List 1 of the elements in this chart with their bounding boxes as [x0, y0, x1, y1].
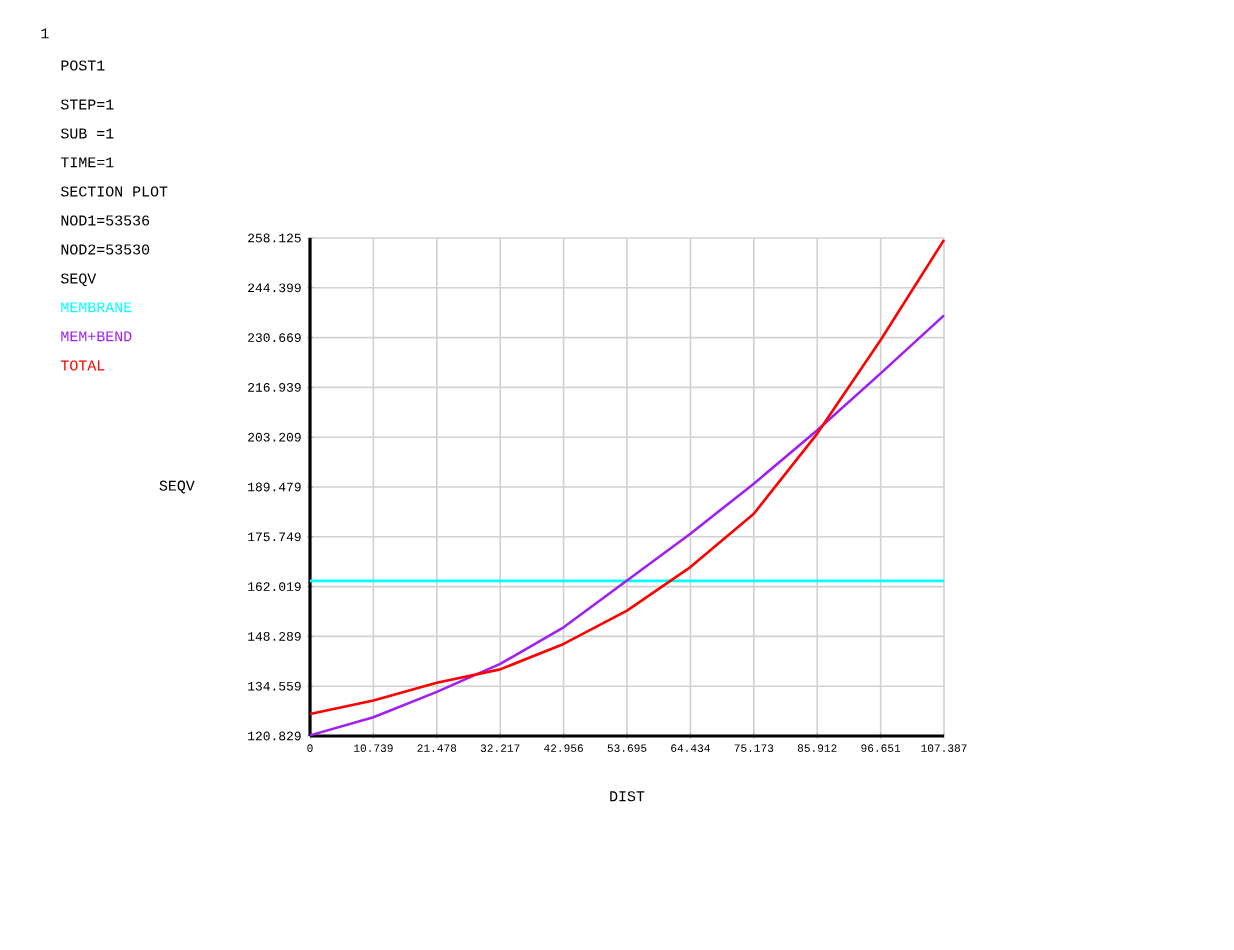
line-series — [308, 238, 946, 716]
